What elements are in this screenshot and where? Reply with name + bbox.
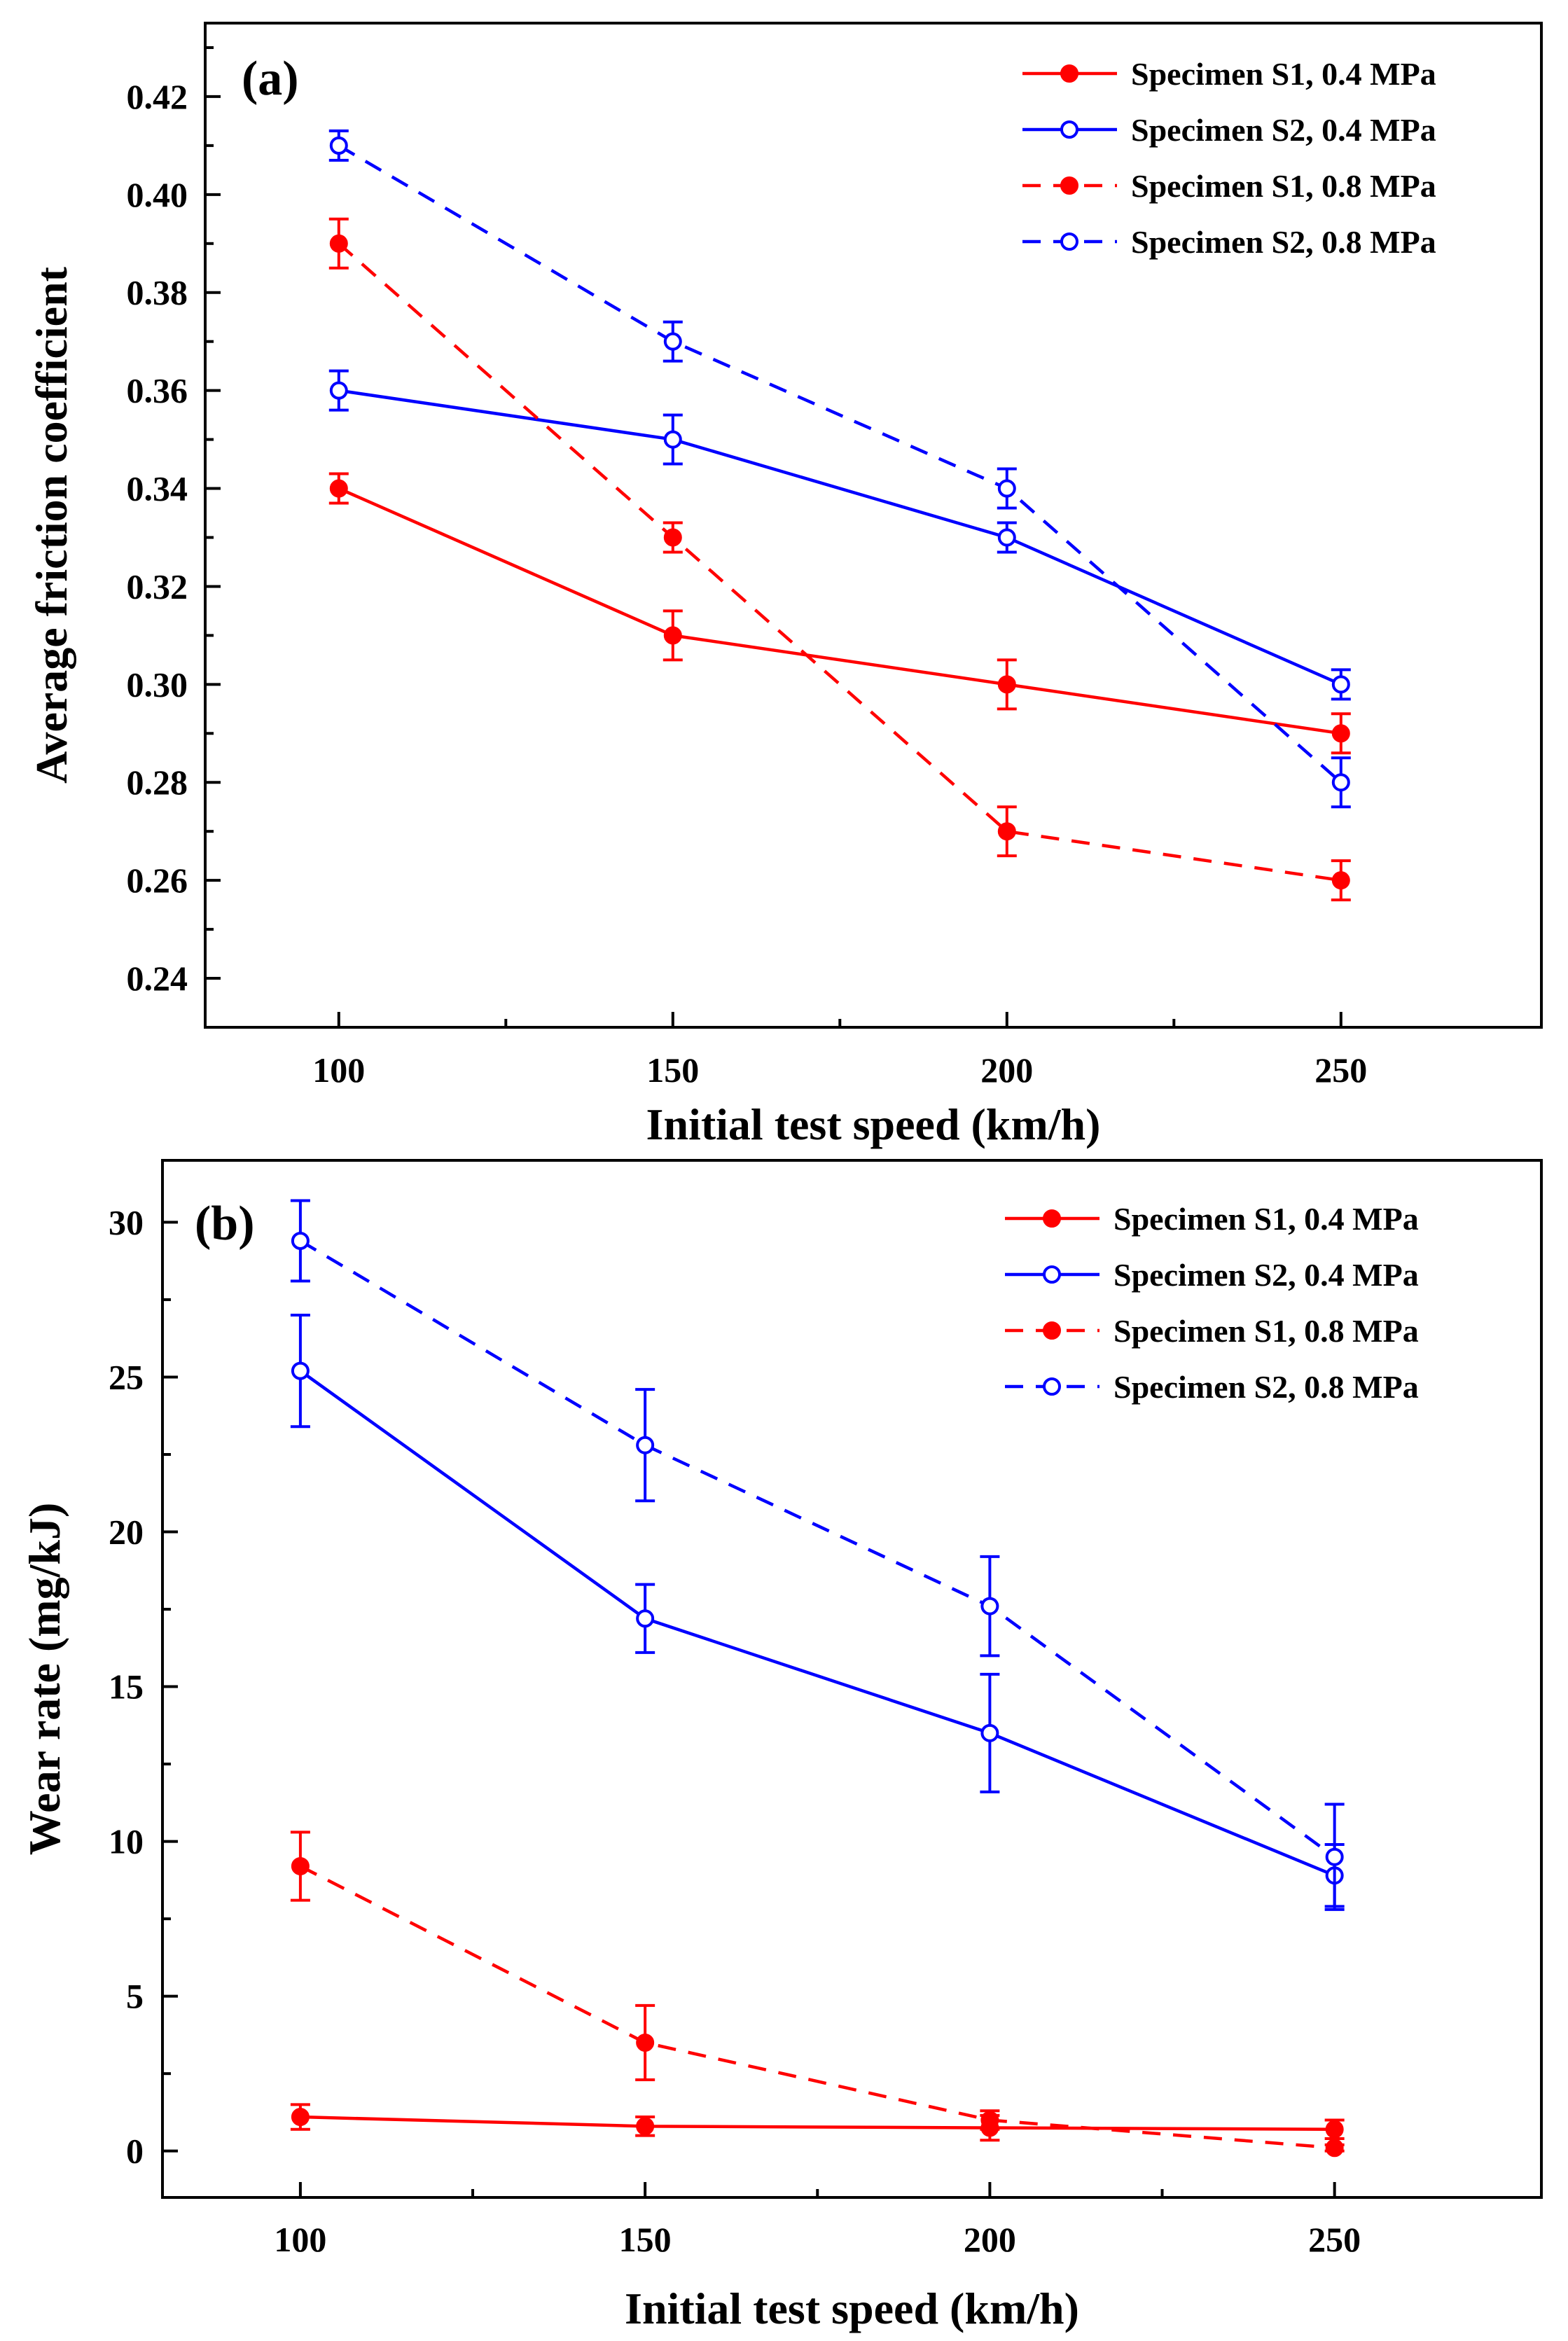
chart-b-y-tick-label: 5 (126, 1977, 144, 2016)
chart-b-data-point (636, 2033, 655, 2052)
chart-a-x-tick-label: 100 (312, 1050, 365, 1090)
chart-b-y-tick-label: 30 (109, 1202, 144, 1242)
chart-b-legend-marker (1043, 1377, 1061, 1396)
chart-b-data-point (980, 2111, 999, 2130)
chart-b-y-tick-label: 10 (109, 1822, 144, 1861)
chart-a-y-tick-label: 0.32 (127, 567, 188, 606)
chart-b-series-1 (290, 2103, 1345, 2142)
chart-b-y-tick-label: 20 (109, 1513, 144, 1552)
chart-b-data-point (291, 1231, 310, 1250)
chart-a-legend-marker (1060, 120, 1078, 139)
chart-a-x-axis-title: Initial test speed (km/h) (646, 1099, 1101, 1149)
chart-a-series-line (338, 389, 1342, 686)
chart-b-panel-label: (b) (195, 1197, 255, 1251)
chart-b-x-axis-title: Initial test speed (km/h) (625, 2284, 1079, 2333)
chart-b-data-point (291, 1361, 310, 1380)
chart-a-data-point (329, 136, 348, 155)
chart-a-data-point (997, 479, 1016, 498)
chart-b-data-point (291, 1856, 310, 1875)
chart-a-legend-marker (1060, 176, 1078, 195)
chart-b-data-point (291, 2108, 310, 2127)
chart-a-data-point (663, 528, 682, 547)
chart-b-data-point (636, 1436, 655, 1454)
chart-a-y-tick-label: 0.36 (127, 371, 188, 410)
chart-a-data-point (329, 479, 348, 498)
chart-a-data-point (1331, 773, 1350, 792)
chart-a-y-tick-label: 0.42 (127, 77, 188, 116)
chart-b-series-3 (290, 1831, 1345, 2158)
chart-b-legend-marker (1043, 1321, 1061, 1340)
chart-b-series-line (299, 1369, 1335, 1877)
chart-a-y-tick-label: 0.24 (127, 959, 188, 998)
chart-a-data-point (663, 332, 682, 351)
chart-b-series-line (299, 1239, 1335, 1859)
chart-b-plot-frame (161, 1159, 1543, 2199)
chart-a-series-line (338, 242, 1342, 882)
chart-b-legend-entry: Specimen S1, 0.4 MPa (1113, 1201, 1419, 1237)
chart-a-y-tick-label: 0.38 (127, 273, 188, 312)
chart-a-y-tick-label: 0.40 (127, 175, 188, 214)
chart-b-y-tick-label: 15 (109, 1667, 144, 1707)
chart-a-y-tick-label: 0.26 (127, 861, 188, 900)
chart-b-data-point (980, 1597, 999, 1616)
chart-b-data-point (636, 2117, 655, 2136)
chart-b-legend-marker (1043, 1209, 1061, 1228)
chart-a-data-point (1331, 675, 1350, 694)
chart-a-series-1 (328, 472, 1351, 755)
chart-b-x-tick-label: 200 (964, 2220, 1016, 2259)
chart-a-series-3 (328, 217, 1351, 902)
chart-a-x-tick-label: 200 (980, 1050, 1033, 1090)
chart-a-series-line (338, 144, 1342, 784)
chart-a-series-2 (328, 369, 1351, 701)
chart-b-legend-entry: Specimen S2, 0.4 MPa (1113, 1257, 1419, 1293)
chart-a-x-tick-label: 150 (646, 1050, 699, 1090)
chart-a-y-tick-label: 0.34 (127, 469, 188, 508)
chart-b-data-point (1325, 2139, 1344, 2158)
chart-a-data-point (997, 675, 1016, 694)
chart-a-legend-marker (1060, 64, 1078, 83)
chart-a-legend-entry: Specimen S1, 0.4 MPa (1131, 56, 1436, 92)
chart-a-legend-marker (1060, 232, 1078, 251)
chart-a-data-point (329, 381, 348, 400)
chart-b-x-tick-label: 250 (1308, 2220, 1361, 2259)
chart-a-plot-frame (204, 22, 1543, 1029)
chart-b-legend-entry: Specimen S1, 0.8 MPa (1113, 1313, 1419, 1349)
chart-a-legend-entry: Specimen S1, 0.8 MPa (1131, 168, 1436, 204)
chart-a-data-point (997, 528, 1016, 547)
chart-a-series-4 (328, 129, 1351, 809)
chart-b-y-tick-label: 25 (109, 1357, 144, 1396)
chart-a-x-tick-label: 250 (1314, 1050, 1367, 1090)
chart-a-data-point (1331, 724, 1350, 743)
chart-a-data-point (997, 822, 1016, 841)
chart-a-data-point (1331, 871, 1350, 890)
chart-b-data-point (1325, 1847, 1344, 1866)
chart-a-y-tick-label: 0.28 (127, 763, 188, 802)
chart-b-data-point (980, 1723, 999, 1742)
chart-b: 100 150 200 250 0 5 10 15 20 25 30 Initial test spe… (20, 1159, 1543, 2333)
chart-a-legend-entry: Specimen S2, 0.8 MPa (1131, 224, 1436, 260)
chart-b-y-tick-label: 0 (126, 2132, 144, 2171)
chart-a-y-axis-title: Average friction coefficient (27, 266, 76, 784)
chart-b-series-4 (290, 1199, 1345, 1911)
chart-b-legend-entry: Specimen S2, 0.8 MPa (1113, 1369, 1419, 1405)
chart-b-legend: Specimen S1, 0.4 MPa Specimen S2, 0.4 MPa… (1005, 1201, 1419, 1405)
chart-b-x-tick-label: 150 (619, 2220, 672, 2259)
chart-b-data-point (1325, 2120, 1344, 2139)
chart-a-series-line (338, 487, 1342, 735)
chart-a-data-point (663, 626, 682, 645)
chart-b-data-point (636, 1609, 655, 1628)
chart-b-legend-marker (1043, 1265, 1061, 1284)
chart-b-y-axis-title: Wear rate (mg/kJ) (20, 1503, 69, 1856)
chart-b-x-tick-label: 100 (274, 2220, 326, 2259)
chart-b-series-line (299, 1864, 1335, 2150)
chart-a-legend: Specimen S1, 0.4 MPa Specimen S2, 0.4 MPa… (1022, 56, 1436, 260)
chart-a-data-point (329, 234, 348, 253)
chart-a-panel-label: (a) (242, 52, 299, 106)
chart-a-y-tick-label: 0.30 (127, 665, 188, 704)
chart-a: 100 150 200 250 0.24 0.26 0.28 0.30 0.32 0.34 0.36… (27, 22, 1543, 1149)
chart-a-legend-entry: Specimen S2, 0.4 MPa (1131, 112, 1436, 148)
chart-a-data-point (663, 430, 682, 449)
chart-b-series-line (300, 2115, 1335, 2131)
